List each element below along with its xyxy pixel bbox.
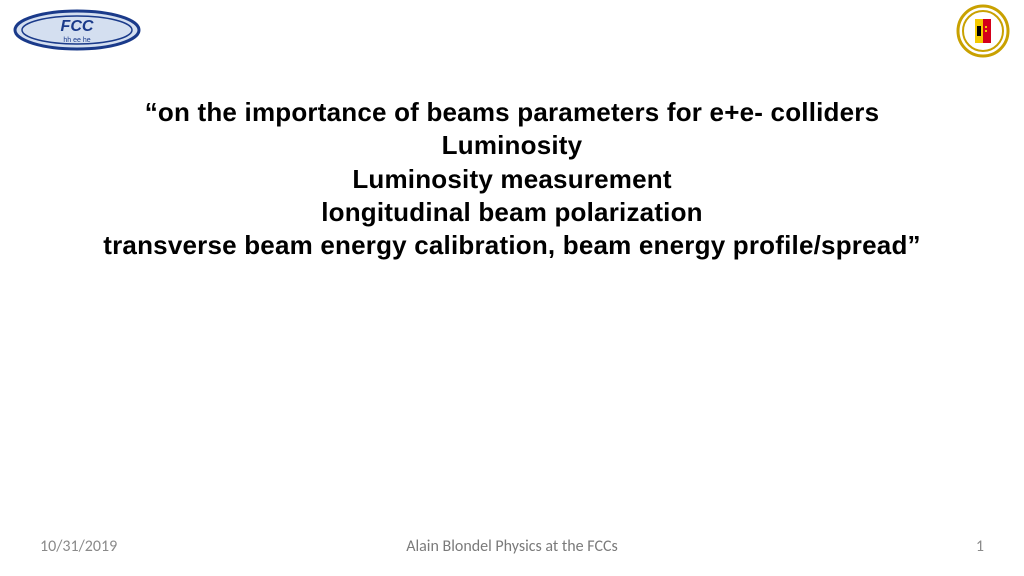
title-block: “on the importance of beams parameters f… bbox=[0, 96, 1024, 262]
footer: 10/31/2019 Alain Blondel Physics at the … bbox=[0, 534, 1024, 558]
fcc-logo: FCC hh ee he bbox=[12, 8, 142, 52]
title-line-2: Luminosity bbox=[60, 129, 964, 162]
title-line-4: longitudinal beam polarization bbox=[60, 196, 964, 229]
footer-date: 10/31/2019 bbox=[40, 537, 117, 556]
svg-text:hh ee he: hh ee he bbox=[63, 37, 90, 44]
title-line-1: “on the importance of beams parameters f… bbox=[60, 96, 964, 129]
title-line-3: Luminosity measurement bbox=[60, 163, 964, 196]
footer-center: Alain Blondel Physics at the FCCs bbox=[406, 537, 618, 556]
svg-text:FCC: FCC bbox=[61, 18, 94, 35]
footer-page: 1 bbox=[976, 537, 984, 556]
slide: FCC hh ee he “on the importance of beams… bbox=[0, 0, 1024, 576]
title-line-5: transverse beam energy calibration, beam… bbox=[60, 229, 964, 262]
geneva-logo bbox=[956, 4, 1010, 58]
